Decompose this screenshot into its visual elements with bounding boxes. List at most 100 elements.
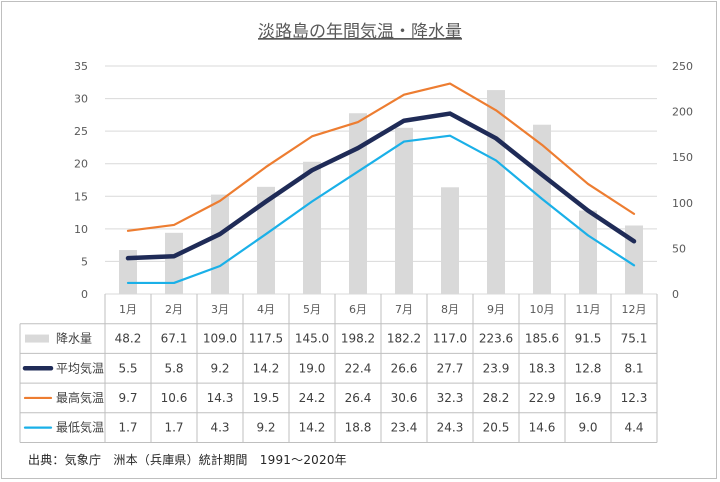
right-tick-label: 0 (672, 288, 679, 301)
left-tick-label: 35 (74, 60, 88, 73)
legend-key (25, 334, 49, 343)
right-tick-label: 200 (672, 106, 693, 119)
left-tick-label: 15 (74, 190, 88, 203)
bar-series (119, 90, 643, 294)
table-value: 5.8 (164, 361, 183, 375)
category-label: 4月 (257, 303, 275, 316)
table-value: 22.4 (345, 361, 372, 375)
table-value: 117.0 (433, 332, 467, 346)
table-value: 23.9 (483, 361, 510, 375)
table-value: 109.0 (203, 332, 237, 346)
series-line (126, 82, 636, 232)
table-value: 1.7 (164, 421, 183, 435)
table-value: 18.8 (345, 421, 372, 435)
precip-bar (625, 225, 643, 294)
table-value: 12.3 (621, 391, 648, 405)
precip-bar (533, 124, 551, 294)
table-value: 26.6 (391, 361, 418, 375)
table-value: 117.5 (249, 332, 283, 346)
table-value: 8.1 (624, 361, 643, 375)
table-value: 67.1 (161, 332, 188, 346)
category-label: 6月 (349, 303, 367, 316)
table-value: 30.6 (391, 391, 418, 405)
table-value: 22.9 (529, 391, 556, 405)
table-value: 48.2 (115, 332, 142, 346)
table-value: 9.7 (118, 391, 137, 405)
gridlines (105, 65, 657, 295)
right-tick-label: 150 (672, 151, 693, 164)
table-value: 24.3 (437, 421, 464, 435)
left-tick-label: 25 (74, 125, 88, 138)
table-value: 14.2 (253, 361, 280, 375)
right-tick-label: 50 (672, 242, 686, 255)
table-value: 182.2 (387, 332, 421, 346)
left-tick-label: 5 (81, 255, 88, 268)
category-label: 7月 (395, 303, 413, 316)
right-tick-label: 100 (672, 197, 693, 210)
category-label: 11月 (576, 303, 601, 316)
table-value: 19.0 (299, 361, 326, 375)
series-line (125, 111, 637, 261)
precip-bar (395, 127, 413, 294)
left-axis: 0 5 10 15 20 25 30 35 (74, 60, 88, 301)
table-value: 4.4 (624, 421, 643, 435)
table-value: 24.2 (299, 391, 326, 405)
table-value: 20.5 (483, 421, 510, 435)
table-value: 9.2 (210, 361, 229, 375)
precip-bar (257, 186, 275, 294)
category-label: 9月 (487, 303, 505, 316)
table-value: 9.0 (578, 421, 597, 435)
table-value: 1.7 (118, 421, 137, 435)
chart-title: 淡路島の年間気温・降水量 (258, 22, 462, 42)
precip-bar (349, 113, 367, 294)
source-note: 出典：気象庁 洲本（兵庫県）統計期間 1991～2020年 (28, 453, 347, 467)
precip-bar (165, 232, 183, 294)
table-value: 14.6 (529, 421, 556, 435)
precip-bar (441, 187, 459, 294)
series-name: 平均気温 (56, 360, 104, 375)
table-value: 32.3 (437, 391, 464, 405)
table-value: 27.7 (437, 361, 464, 375)
precip-bar (579, 210, 597, 294)
left-tick-label: 30 (74, 93, 88, 106)
left-tick-label: 0 (81, 288, 88, 301)
line-series (125, 82, 637, 285)
table-value: 145.0 (295, 332, 329, 346)
table-value: 19.5 (253, 391, 280, 405)
series-name: 最低気温 (56, 420, 104, 435)
right-tick-label: 250 (672, 60, 693, 73)
table-value: 223.6 (479, 332, 513, 346)
table-value: 14.2 (299, 421, 326, 435)
right-axis: 0 50 100 150 200 250 (672, 60, 693, 301)
table-value: 185.6 (525, 332, 559, 346)
series-line (126, 134, 636, 285)
category-label: 2月 (165, 303, 183, 316)
series-name: 最高気温 (56, 390, 104, 405)
category-label: 10月 (530, 303, 555, 316)
series-name: 降水量 (56, 332, 92, 346)
precip-bar (487, 90, 505, 294)
category-label: 8月 (441, 303, 459, 316)
table-value: 28.2 (483, 391, 510, 405)
table-value: 91.5 (575, 332, 602, 346)
table-value: 9.2 (256, 421, 275, 435)
precip-bar (303, 161, 321, 294)
precip-bar (211, 194, 229, 294)
table-value: 4.3 (210, 421, 229, 435)
left-tick-label: 10 (74, 223, 88, 236)
table-value: 18.3 (529, 361, 556, 375)
table-value: 198.2 (341, 332, 375, 346)
table-value: 75.1 (621, 332, 648, 346)
table-value: 16.9 (575, 391, 602, 405)
table-value: 5.5 (118, 361, 137, 375)
table-value: 12.8 (575, 361, 602, 375)
table-value: 10.6 (161, 391, 188, 405)
table-value: 23.4 (391, 421, 418, 435)
table-value: 14.3 (207, 391, 234, 405)
category-label: 1月 (119, 303, 137, 316)
table-value: 26.4 (345, 391, 372, 405)
category-label: 12月 (622, 303, 647, 316)
